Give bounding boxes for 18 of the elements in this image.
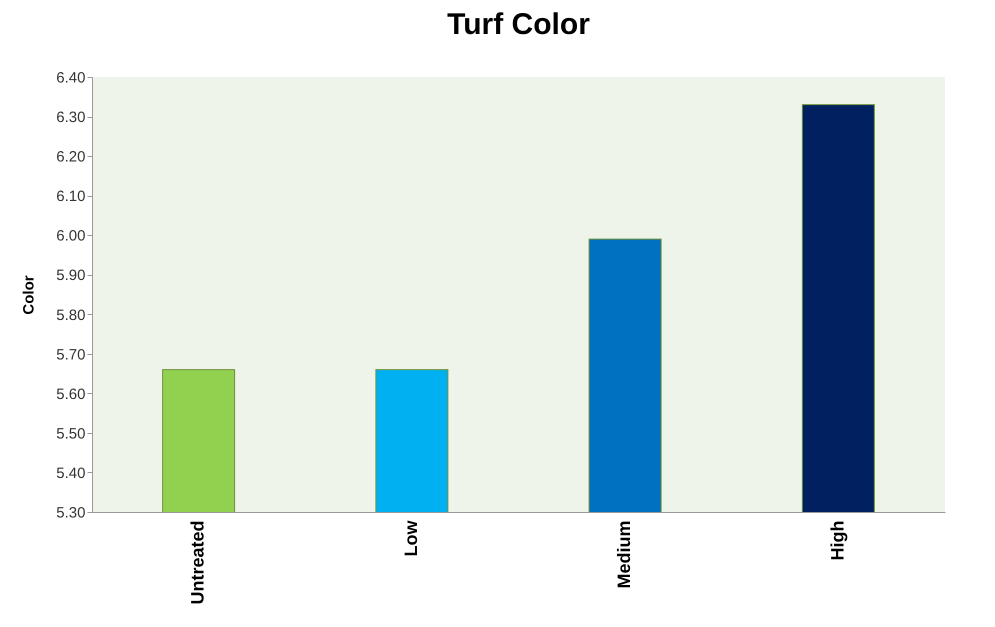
y-tick-label: 5.30 bbox=[56, 504, 86, 522]
y-tick-label: 6.40 bbox=[56, 70, 86, 86]
y-tick-label: 6.20 bbox=[56, 148, 86, 166]
y-tick-label: 5.80 bbox=[56, 306, 86, 324]
y-tick-label: 5.50 bbox=[56, 425, 86, 442]
y-tick-label: 6.00 bbox=[56, 228, 86, 245]
x-tick-label: High bbox=[827, 520, 848, 560]
y-tick-label: 5.40 bbox=[56, 464, 86, 482]
chart-title: Turf Color bbox=[447, 8, 590, 41]
y-axis-title: Color bbox=[20, 275, 38, 315]
x-tick-label: Untreated bbox=[188, 520, 208, 605]
x-tick-label: Medium bbox=[614, 520, 634, 589]
y-tick-label: 5.70 bbox=[56, 346, 86, 364]
y-tick-label: 6.30 bbox=[56, 109, 86, 126]
y-tick-label: 5.60 bbox=[56, 386, 86, 403]
y-tick-label: 5.90 bbox=[56, 267, 86, 284]
y-tick-label: 6.10 bbox=[56, 188, 86, 206]
x-tick-label: Low bbox=[400, 520, 421, 556]
